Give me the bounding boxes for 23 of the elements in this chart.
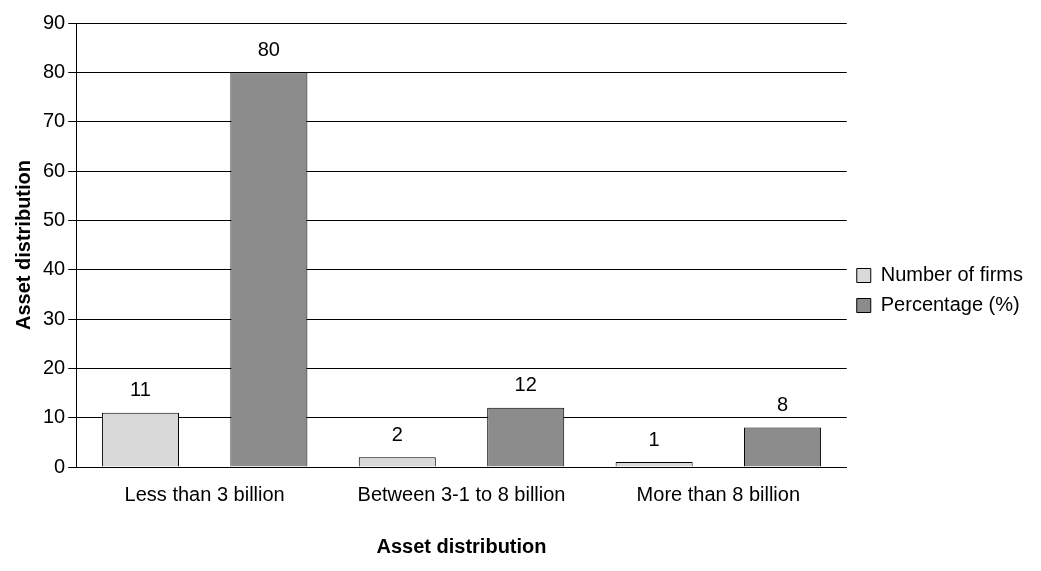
x-tick-label: More than 8 billion bbox=[636, 482, 801, 505]
y-tick-label: 20 bbox=[43, 355, 66, 378]
legend-label: Number of firms bbox=[880, 263, 1023, 286]
y-tick-label: 0 bbox=[54, 454, 66, 477]
x-axis-title: Asset distribution bbox=[376, 534, 547, 557]
data-label: 12 bbox=[514, 373, 537, 396]
y-tick-label: 30 bbox=[43, 306, 66, 329]
y-tick-label: 40 bbox=[43, 257, 66, 280]
y-tick-label: 10 bbox=[43, 405, 66, 428]
y-tick-label: 90 bbox=[43, 10, 66, 33]
y-tick-label: 50 bbox=[43, 207, 66, 230]
data-label: 1 bbox=[648, 427, 660, 450]
data-label: 11 bbox=[130, 378, 151, 401]
y-tick-label: 80 bbox=[43, 59, 66, 82]
y-tick-label: 60 bbox=[43, 158, 66, 181]
data-label: 80 bbox=[257, 37, 280, 60]
data-label: 8 bbox=[776, 393, 789, 416]
x-tick-label: Less than 3 billion bbox=[124, 482, 285, 505]
x-tick-label: Between 3-1 to 8 billion bbox=[357, 482, 566, 505]
data-label: 2 bbox=[391, 422, 403, 445]
y-tick-label: 70 bbox=[43, 109, 66, 132]
legend-label: Percentage (%) bbox=[880, 293, 1020, 316]
y-axis-title: Asset distribution bbox=[11, 159, 34, 331]
